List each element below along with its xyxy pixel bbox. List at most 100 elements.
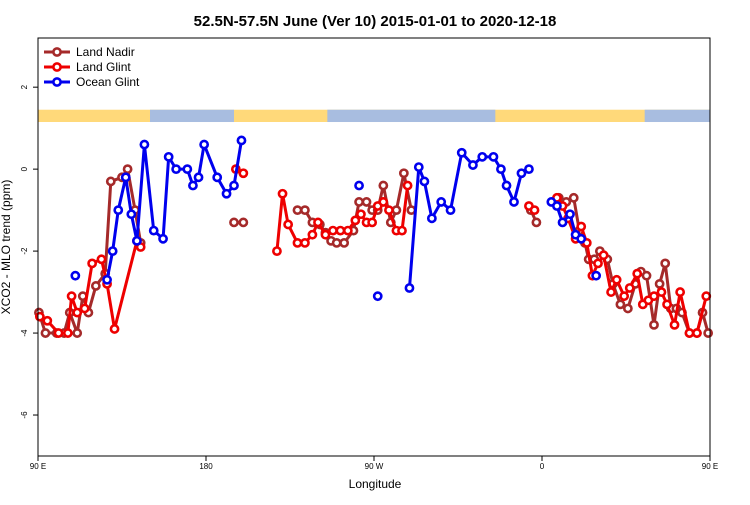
x-tick-label: 0	[540, 462, 545, 471]
data-point	[391, 205, 402, 216]
legend-label: Land Glint	[76, 60, 131, 74]
data-point	[404, 283, 415, 293]
data-point	[188, 180, 198, 191]
y-tick-label: -2	[20, 247, 29, 255]
y-axis-label: XCO2 - MLO trend (ppm)	[0, 180, 13, 315]
data-point	[113, 205, 124, 216]
data-point	[107, 246, 118, 256]
data-point	[236, 135, 247, 146]
legend-marker	[52, 47, 62, 57]
data-point	[426, 213, 437, 224]
data-point	[109, 324, 120, 334]
data-point	[182, 164, 193, 175]
data-point	[367, 217, 378, 228]
strip-ocean	[327, 109, 496, 123]
data-point	[509, 197, 519, 207]
data-point	[96, 254, 107, 265]
series-ocean-glint	[70, 135, 602, 302]
data-point	[339, 238, 350, 248]
data-point	[557, 217, 568, 228]
data-point	[70, 270, 81, 281]
data-point	[615, 299, 626, 310]
data-point	[436, 197, 447, 207]
data-point	[632, 268, 643, 279]
data-point	[419, 176, 430, 187]
data-point	[283, 219, 294, 230]
data-point	[350, 215, 361, 226]
x-tick-label: 90 E	[30, 462, 46, 471]
data-point	[606, 287, 616, 297]
data-point	[413, 162, 424, 172]
data-point	[669, 319, 680, 330]
data-point	[132, 235, 142, 246]
data-point	[163, 151, 174, 162]
x-tick-label: 90 E	[702, 462, 718, 471]
data-point	[568, 192, 579, 203]
x-tick-label: 180	[199, 462, 213, 471]
series-land-nadir	[34, 164, 714, 338]
plot-frame	[37, 37, 711, 457]
data-point	[300, 205, 310, 216]
x-tick-label: 90 W	[365, 462, 384, 471]
data-point	[398, 168, 409, 179]
data-point	[660, 258, 671, 269]
data-point	[397, 225, 407, 236]
legend-label: Ocean Glint	[76, 75, 140, 89]
data-point	[148, 225, 159, 236]
data-point	[238, 217, 249, 228]
data-point	[221, 188, 232, 199]
data-point	[272, 246, 282, 256]
data-point	[598, 250, 609, 261]
data-point	[531, 217, 542, 228]
data-point	[102, 274, 112, 285]
data-point	[477, 151, 488, 162]
data-point	[320, 229, 331, 240]
data-point	[72, 307, 83, 318]
data-point	[79, 303, 90, 314]
data-point	[552, 201, 562, 211]
data-point	[361, 197, 372, 207]
data-point	[576, 221, 587, 232]
data-point	[307, 229, 318, 240]
data-point	[53, 328, 64, 338]
axes: 90 E 180 90 W 0 90 E 2 0 -2 -4 -6	[20, 84, 718, 471]
data-point	[565, 209, 575, 220]
data-point	[456, 147, 467, 158]
data-point	[701, 291, 712, 302]
legend-marker	[52, 77, 62, 87]
strip-ocean	[150, 109, 234, 123]
data-point	[139, 139, 150, 150]
series-land-glint	[34, 164, 712, 338]
data-point	[496, 164, 506, 175]
data-point	[662, 299, 672, 310]
data-point	[126, 209, 137, 220]
data-point	[199, 139, 210, 150]
data-point	[619, 291, 630, 302]
data-point	[342, 225, 353, 236]
data-point	[384, 205, 394, 216]
data-point	[90, 281, 101, 291]
data-point	[591, 270, 602, 281]
data-point	[593, 258, 603, 269]
land-mask-strip	[38, 109, 710, 123]
data-point	[703, 328, 714, 338]
data-point	[238, 168, 249, 179]
data-point	[354, 197, 364, 207]
data-point	[212, 172, 223, 183]
data-point	[158, 233, 168, 244]
data-point	[72, 328, 83, 338]
data-point	[335, 225, 346, 236]
y-tick-label: 2	[20, 84, 29, 89]
data-point	[356, 209, 366, 220]
data-point	[378, 197, 389, 207]
y-tick-label: -4	[20, 329, 29, 337]
data-point	[692, 328, 702, 338]
series-line	[39, 239, 142, 335]
data-point	[66, 291, 77, 302]
data-point	[468, 160, 478, 170]
data-point	[684, 328, 695, 338]
data-point	[193, 172, 204, 183]
data-point	[120, 172, 131, 183]
